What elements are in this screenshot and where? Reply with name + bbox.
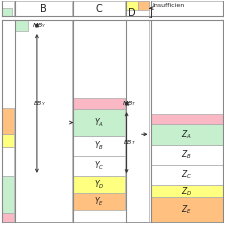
Text: $Y_B$: $Y_B$ bbox=[94, 140, 104, 152]
Text: $Y_D$: $Y_D$ bbox=[94, 178, 104, 191]
Bar bbox=[2, 147, 14, 176]
Bar bbox=[15, 20, 28, 31]
Bar bbox=[73, 98, 125, 109]
Bar bbox=[151, 114, 223, 124]
Text: $Y_C$: $Y_C$ bbox=[94, 160, 104, 172]
Text: B: B bbox=[40, 4, 47, 13]
Text: $Z_E$: $Z_E$ bbox=[181, 204, 192, 216]
Text: $Y_A$: $Y_A$ bbox=[94, 116, 104, 129]
Text: $Y_E$: $Y_E$ bbox=[94, 195, 104, 208]
Bar bbox=[2, 213, 14, 222]
Bar bbox=[73, 1, 125, 16]
Bar bbox=[2, 176, 14, 213]
Bar bbox=[126, 1, 138, 10]
Bar bbox=[2, 108, 14, 134]
Bar bbox=[2, 1, 14, 16]
Text: $Z_B$: $Z_B$ bbox=[182, 149, 192, 161]
Text: Insufficien: Insufficien bbox=[153, 3, 185, 8]
Text: D: D bbox=[128, 8, 136, 18]
Bar bbox=[151, 124, 223, 145]
Text: $Z_D$: $Z_D$ bbox=[181, 185, 192, 198]
Text: C: C bbox=[96, 4, 102, 13]
Bar bbox=[73, 176, 125, 193]
Bar bbox=[138, 1, 149, 10]
Text: $MB_T$: $MB_T$ bbox=[122, 99, 137, 108]
Bar bbox=[151, 165, 223, 185]
Text: $EB_T$: $EB_T$ bbox=[123, 138, 136, 147]
Bar bbox=[126, 20, 149, 222]
Bar bbox=[151, 198, 223, 222]
Bar bbox=[15, 1, 72, 16]
Text: $Z_C$: $Z_C$ bbox=[181, 169, 192, 181]
Bar bbox=[2, 8, 12, 16]
Bar bbox=[73, 136, 125, 156]
Bar bbox=[151, 145, 223, 165]
Bar bbox=[151, 185, 223, 198]
Bar bbox=[126, 1, 149, 16]
Bar bbox=[2, 134, 14, 147]
Bar bbox=[151, 1, 223, 16]
Text: $MB_Y$: $MB_Y$ bbox=[32, 21, 47, 30]
Bar bbox=[73, 109, 125, 136]
Text: $Z_A$: $Z_A$ bbox=[182, 128, 192, 141]
Bar bbox=[73, 193, 125, 210]
Bar bbox=[15, 20, 72, 222]
Bar bbox=[73, 156, 125, 176]
Text: $EB_Y$: $EB_Y$ bbox=[33, 99, 46, 108]
